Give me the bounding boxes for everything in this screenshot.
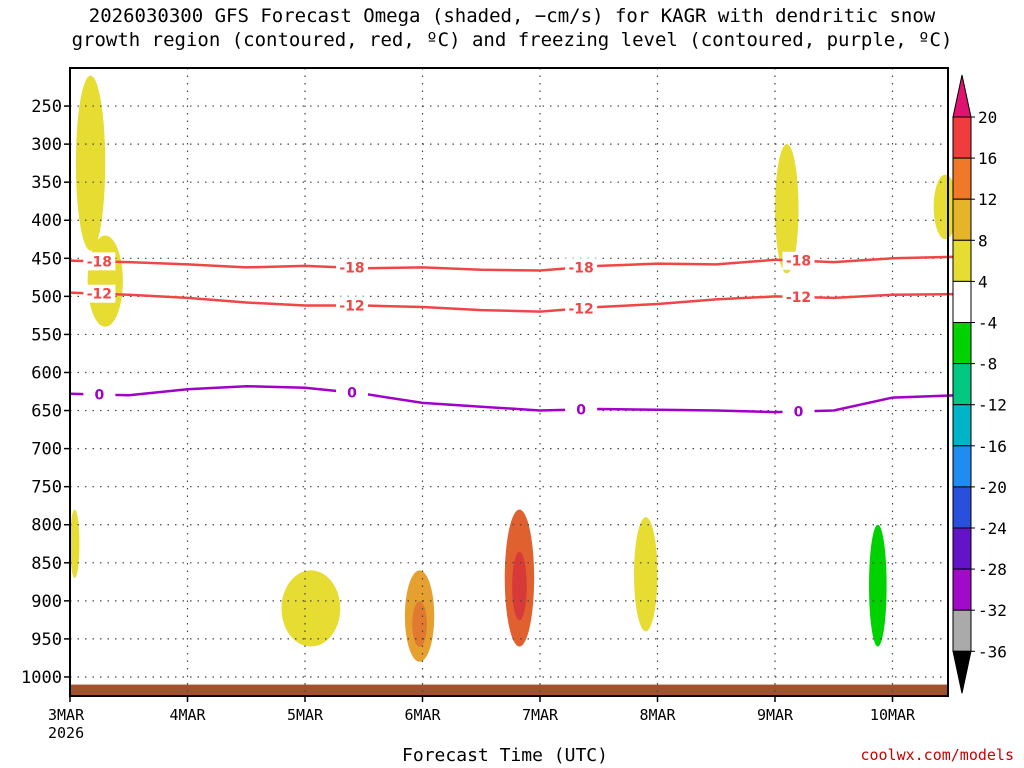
source-credit: coolwx.com/models	[860, 746, 1014, 764]
contour-label-bg	[565, 400, 598, 419]
y-tick-label: 900	[31, 592, 62, 612]
plot-frame	[69, 67, 949, 697]
colorbar-swatch	[952, 568, 972, 611]
colorbar-bottom-arrow	[952, 650, 972, 694]
contour-label: -18	[568, 260, 593, 276]
colorbar-swatch	[952, 322, 972, 365]
x-tick-label: 8MAR	[639, 706, 676, 724]
colorbar-label: -28	[978, 560, 1007, 579]
y-tick-label: 500	[31, 287, 62, 307]
x-tick-label: 7MAR	[522, 706, 559, 724]
colorbar-swatch	[952, 239, 972, 282]
colorbar-label: 12	[978, 190, 997, 209]
contour-label: -18	[786, 254, 811, 270]
contour-label-bg	[336, 296, 368, 315]
ground-strip	[70, 684, 948, 696]
x-axis-title: Forecast Time (UTC)	[402, 745, 608, 766]
contour-label-bg	[782, 402, 815, 421]
colorbar-swatch	[952, 280, 972, 323]
x-tick-label: 6MAR	[404, 706, 441, 724]
contour-label-bg	[336, 258, 368, 277]
contour-label: 0	[95, 388, 105, 404]
colorbar-swatch	[952, 609, 972, 652]
contour-label-bg	[83, 284, 116, 303]
y-tick-label: 650	[31, 402, 62, 422]
colorbar-label: -20	[978, 478, 1007, 497]
colorbar-swatch	[952, 157, 972, 200]
colorbar-label: -24	[978, 519, 1007, 538]
contour-label-bg	[565, 299, 598, 318]
chart-title-line2: growth region (contoured, red, ºC) and f…	[71, 29, 953, 51]
colorbar-label: -36	[978, 642, 1007, 661]
contour-label: 0	[576, 402, 586, 418]
contour-label-bg	[782, 287, 815, 306]
omega-shade-region	[70, 509, 80, 579]
omega-shade-region	[869, 524, 887, 647]
colorbar-label: -16	[978, 437, 1007, 456]
omega-shade-region	[281, 570, 341, 647]
omega-shade-region	[933, 174, 958, 240]
y-tick-label: 850	[31, 554, 62, 574]
omega-shade-region	[75, 75, 106, 251]
colorbar-swatch	[952, 527, 972, 570]
y-tick-label: 700	[31, 440, 62, 460]
omega-shade-core	[512, 551, 527, 621]
x-tick-label: 3MAR	[48, 706, 85, 724]
colorbar-swatch	[952, 445, 972, 488]
contour-label: -18	[87, 254, 112, 270]
y-tick-label: 350	[31, 173, 62, 193]
x-tick-label: 9MAR	[757, 706, 794, 724]
y-tick-label: 550	[31, 325, 62, 345]
colorbar-swatch	[952, 116, 972, 159]
contour-label-bg	[336, 383, 368, 402]
contour-label: -12	[87, 287, 112, 303]
colorbar-label: -32	[978, 601, 1007, 620]
colorbar-label: -4	[978, 314, 997, 333]
omega-shade-core	[412, 601, 427, 647]
y-tick-label: 800	[31, 516, 62, 536]
colorbar-label: 20	[978, 108, 997, 127]
contour-label: -18	[339, 261, 364, 277]
omega-shade-region	[634, 517, 658, 632]
contour-label-bg	[782, 251, 815, 270]
colorbar-label: 16	[978, 149, 997, 168]
contour-label: 0	[794, 404, 804, 420]
y-tick-label: 750	[31, 478, 62, 498]
contour-label-bg	[83, 252, 116, 271]
omega-shade-region	[775, 144, 799, 274]
colorbar-swatch	[952, 363, 972, 406]
y-tick-label: 450	[31, 249, 62, 269]
x-tick-label: 4MAR	[169, 706, 206, 724]
chart-title-line1: 2026030300 GFS Forecast Omega (shaded, −…	[88, 5, 936, 27]
contour-label-bg	[83, 385, 116, 404]
contour-label: 0	[347, 386, 357, 402]
colorbar-swatch	[952, 486, 972, 529]
y-tick-label: 1000	[21, 668, 62, 688]
contour-line	[69, 384, 958, 414]
x-tick-label: 10MAR	[870, 706, 916, 724]
y-tick-label: 300	[31, 135, 62, 155]
colorbar-swatch	[952, 404, 972, 447]
colorbar-swatch	[952, 198, 972, 241]
contour-line	[69, 291, 958, 313]
colorbar-top-arrow	[952, 74, 972, 118]
y-tick-label: 400	[31, 211, 62, 231]
y-tick-label: 600	[31, 363, 62, 383]
colorbar-label: -12	[978, 396, 1007, 415]
colorbar-label: -8	[978, 355, 997, 374]
y-tick-label: 950	[31, 630, 62, 650]
y-tick-label: 250	[31, 97, 62, 117]
colorbar-label: 4	[978, 272, 988, 291]
contour-label: -12	[568, 301, 593, 317]
omega-shade-region	[87, 235, 123, 327]
colorbar-label: 8	[978, 231, 988, 250]
x-year-label: 2026	[48, 724, 84, 742]
contour-label: -12	[339, 298, 364, 314]
contour-label-bg	[565, 258, 598, 277]
x-tick-label: 5MAR	[287, 706, 324, 724]
contour-label: -12	[786, 290, 811, 306]
